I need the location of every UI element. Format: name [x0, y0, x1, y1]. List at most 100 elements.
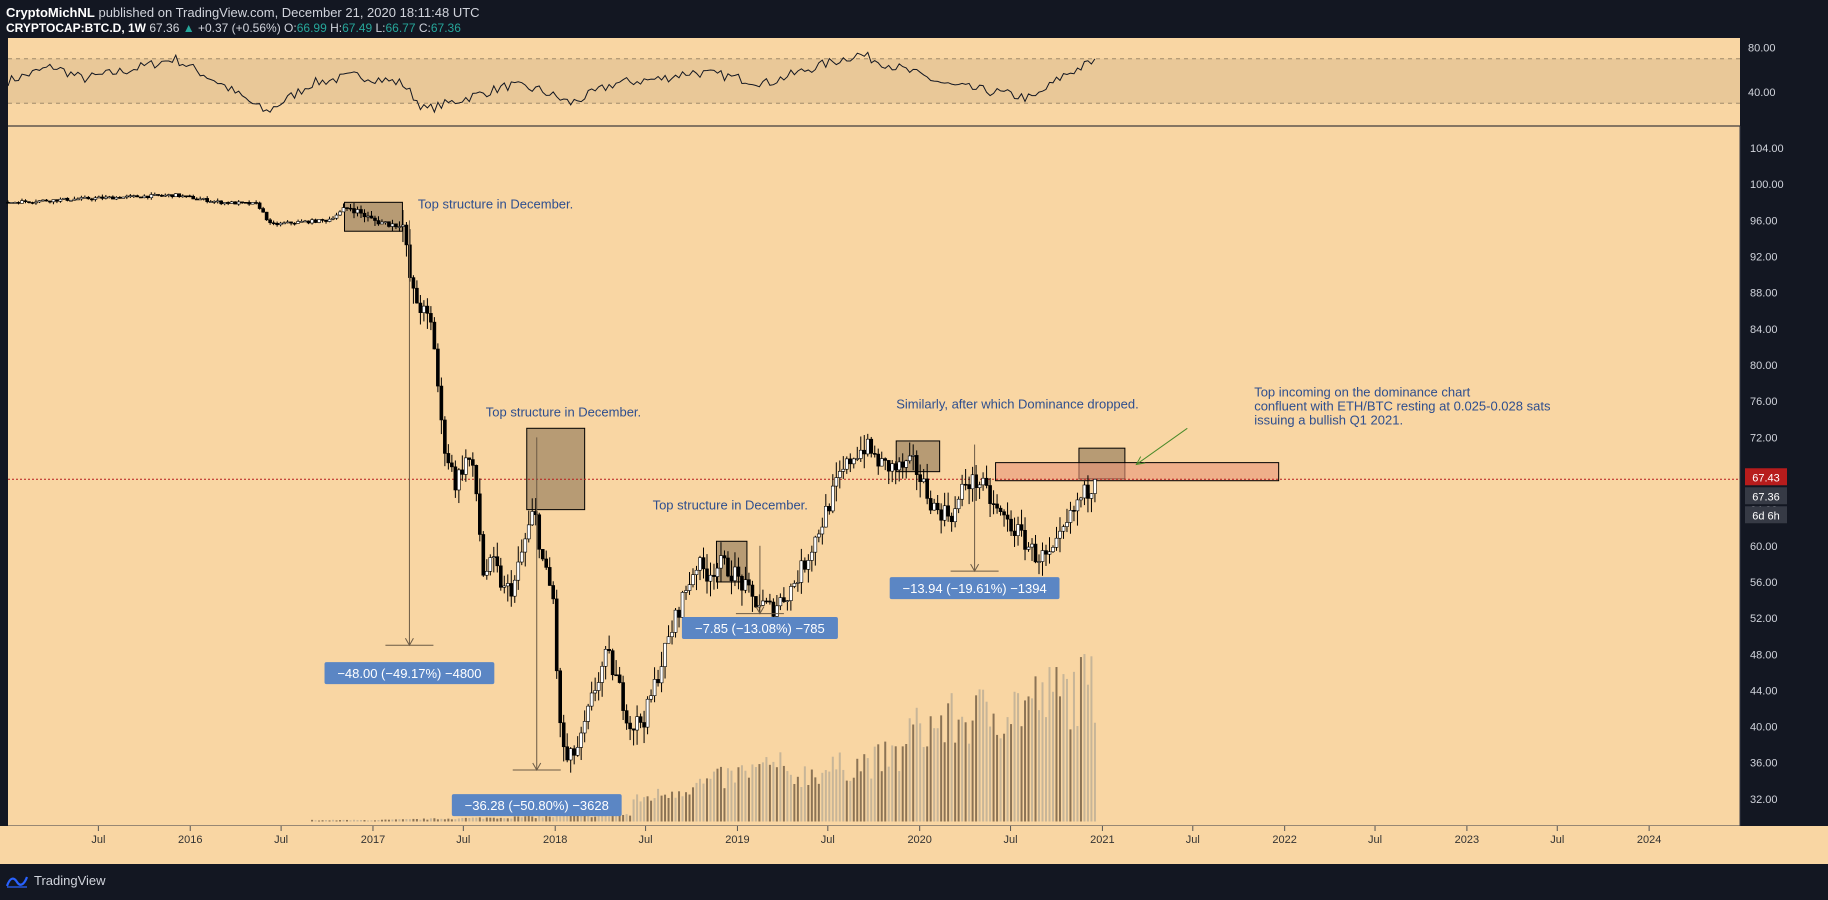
volume-bar — [674, 797, 677, 822]
volume-bar — [968, 743, 971, 822]
candle-body — [579, 732, 583, 748]
candle-body — [1072, 510, 1076, 512]
candle-body — [949, 515, 954, 523]
volume-bar — [548, 816, 551, 822]
tradingview-brand[interactable]: TradingView — [6, 873, 106, 888]
volume-bar — [664, 794, 667, 822]
candle-body — [411, 277, 416, 289]
volume-bar — [894, 746, 897, 822]
candle-body — [338, 211, 342, 216]
arrowhead-icon — [1135, 456, 1146, 466]
candle-body — [708, 574, 713, 582]
candle-body — [310, 219, 314, 224]
volume-bar — [1065, 678, 1068, 822]
candle-body — [806, 560, 811, 570]
volume-bar — [873, 746, 876, 822]
candle-body — [177, 193, 182, 197]
candle-body — [93, 197, 98, 200]
candle-body — [824, 506, 828, 528]
time-tick-label: Jul — [1004, 834, 1018, 846]
volume-bar — [1076, 726, 1079, 822]
volume-bar — [436, 819, 439, 822]
volume-bar — [887, 766, 890, 822]
candle-body — [841, 468, 846, 472]
candle-body — [366, 215, 370, 218]
candle-body — [1012, 530, 1017, 536]
volume-bar — [660, 795, 663, 822]
volume-bar — [954, 742, 957, 822]
candle-body — [478, 493, 482, 535]
volume-bar — [926, 746, 929, 822]
time-tick-label: Jul — [456, 834, 470, 846]
volume-bar — [866, 758, 869, 822]
volume-bar — [807, 784, 810, 822]
volume-bar — [346, 819, 349, 822]
text-annotations: Top structure in December. Top structure … — [418, 197, 1551, 513]
candle-body — [121, 196, 126, 199]
candle-body — [712, 574, 716, 577]
candle-body — [1047, 551, 1052, 555]
candle-body — [914, 455, 919, 475]
candle-body — [572, 748, 576, 756]
volume-bar — [961, 716, 964, 822]
candle-body — [404, 224, 409, 246]
candle-body — [691, 574, 695, 585]
author-name[interactable]: CryptoMichNL — [6, 5, 95, 20]
candle-body — [320, 219, 325, 221]
candle-body — [586, 705, 590, 722]
candle-body — [51, 199, 56, 203]
candle-body — [603, 649, 608, 667]
candle-body — [747, 579, 751, 586]
symbol-label[interactable]: CRYPTOCAP:BTC.D, 1W — [6, 21, 147, 35]
annotation-text: Top structure in December. — [486, 405, 641, 420]
volume-bar — [349, 820, 352, 822]
candle-body — [907, 455, 912, 462]
candle-body — [48, 200, 52, 203]
volume-bar — [737, 767, 740, 822]
volume-bar — [615, 814, 618, 822]
volume-bar — [1027, 696, 1030, 822]
candle-body — [20, 200, 24, 204]
volume-bar — [538, 816, 541, 822]
volume-bar — [1013, 691, 1016, 822]
volume-bar — [1062, 674, 1065, 822]
candle-body — [327, 218, 332, 222]
time-tick-label: 2020 — [907, 834, 931, 846]
volume-bar — [359, 819, 362, 822]
candle-body — [607, 649, 611, 651]
up-triangle-icon: ▲ — [182, 21, 195, 35]
volume-bar — [789, 774, 792, 822]
volume-bar — [982, 689, 985, 822]
price-axis[interactable]: 104.00 100.00 96.00 92.00 88.00 84.00 80.00 76.… — [1739, 126, 1787, 826]
candle-body — [834, 477, 839, 487]
candle-body — [491, 556, 496, 558]
candle-body — [488, 557, 493, 572]
candle-body — [659, 666, 664, 684]
volume-bar — [775, 767, 778, 822]
measure-tools: −48.00 (−49.17%) −4800 −36.28 (−50.80%) −… — [324, 220, 1188, 817]
volume-bar — [370, 820, 373, 822]
time-tick-label: Jul — [1368, 834, 1382, 846]
chart-area[interactable]: 80.00 40.00 −48.00 (−49.17%) −4800 −36.28 … — [0, 38, 1828, 864]
candle-body — [128, 195, 133, 198]
volume-bar — [929, 716, 932, 822]
candle-body — [334, 214, 339, 219]
price-label: 67.36 — [1752, 491, 1780, 503]
footer-bar: TradingView — [0, 864, 1828, 900]
time-axis[interactable]: Jul 2016 Jul 2017 Jul 2018 Jul 2019 Jul 2020 Jul 20… — [0, 825, 1828, 864]
volume-bar — [702, 783, 705, 822]
high-value: 67.49 — [342, 21, 373, 35]
candle-body — [817, 533, 821, 538]
close-label: C: — [418, 21, 431, 35]
candle-body — [928, 498, 933, 511]
candle-body — [1086, 484, 1090, 499]
candle-body — [422, 305, 426, 313]
volume-bar — [622, 814, 625, 822]
volume-bar — [740, 765, 743, 822]
measure-label: −13.94 (−19.61%) −1394 — [903, 581, 1047, 596]
price-tick-label: 60.00 — [1750, 541, 1778, 553]
candle-body — [247, 202, 251, 205]
volume-bar — [412, 818, 415, 822]
volume-bar — [422, 818, 425, 822]
volume-bar — [912, 724, 915, 822]
